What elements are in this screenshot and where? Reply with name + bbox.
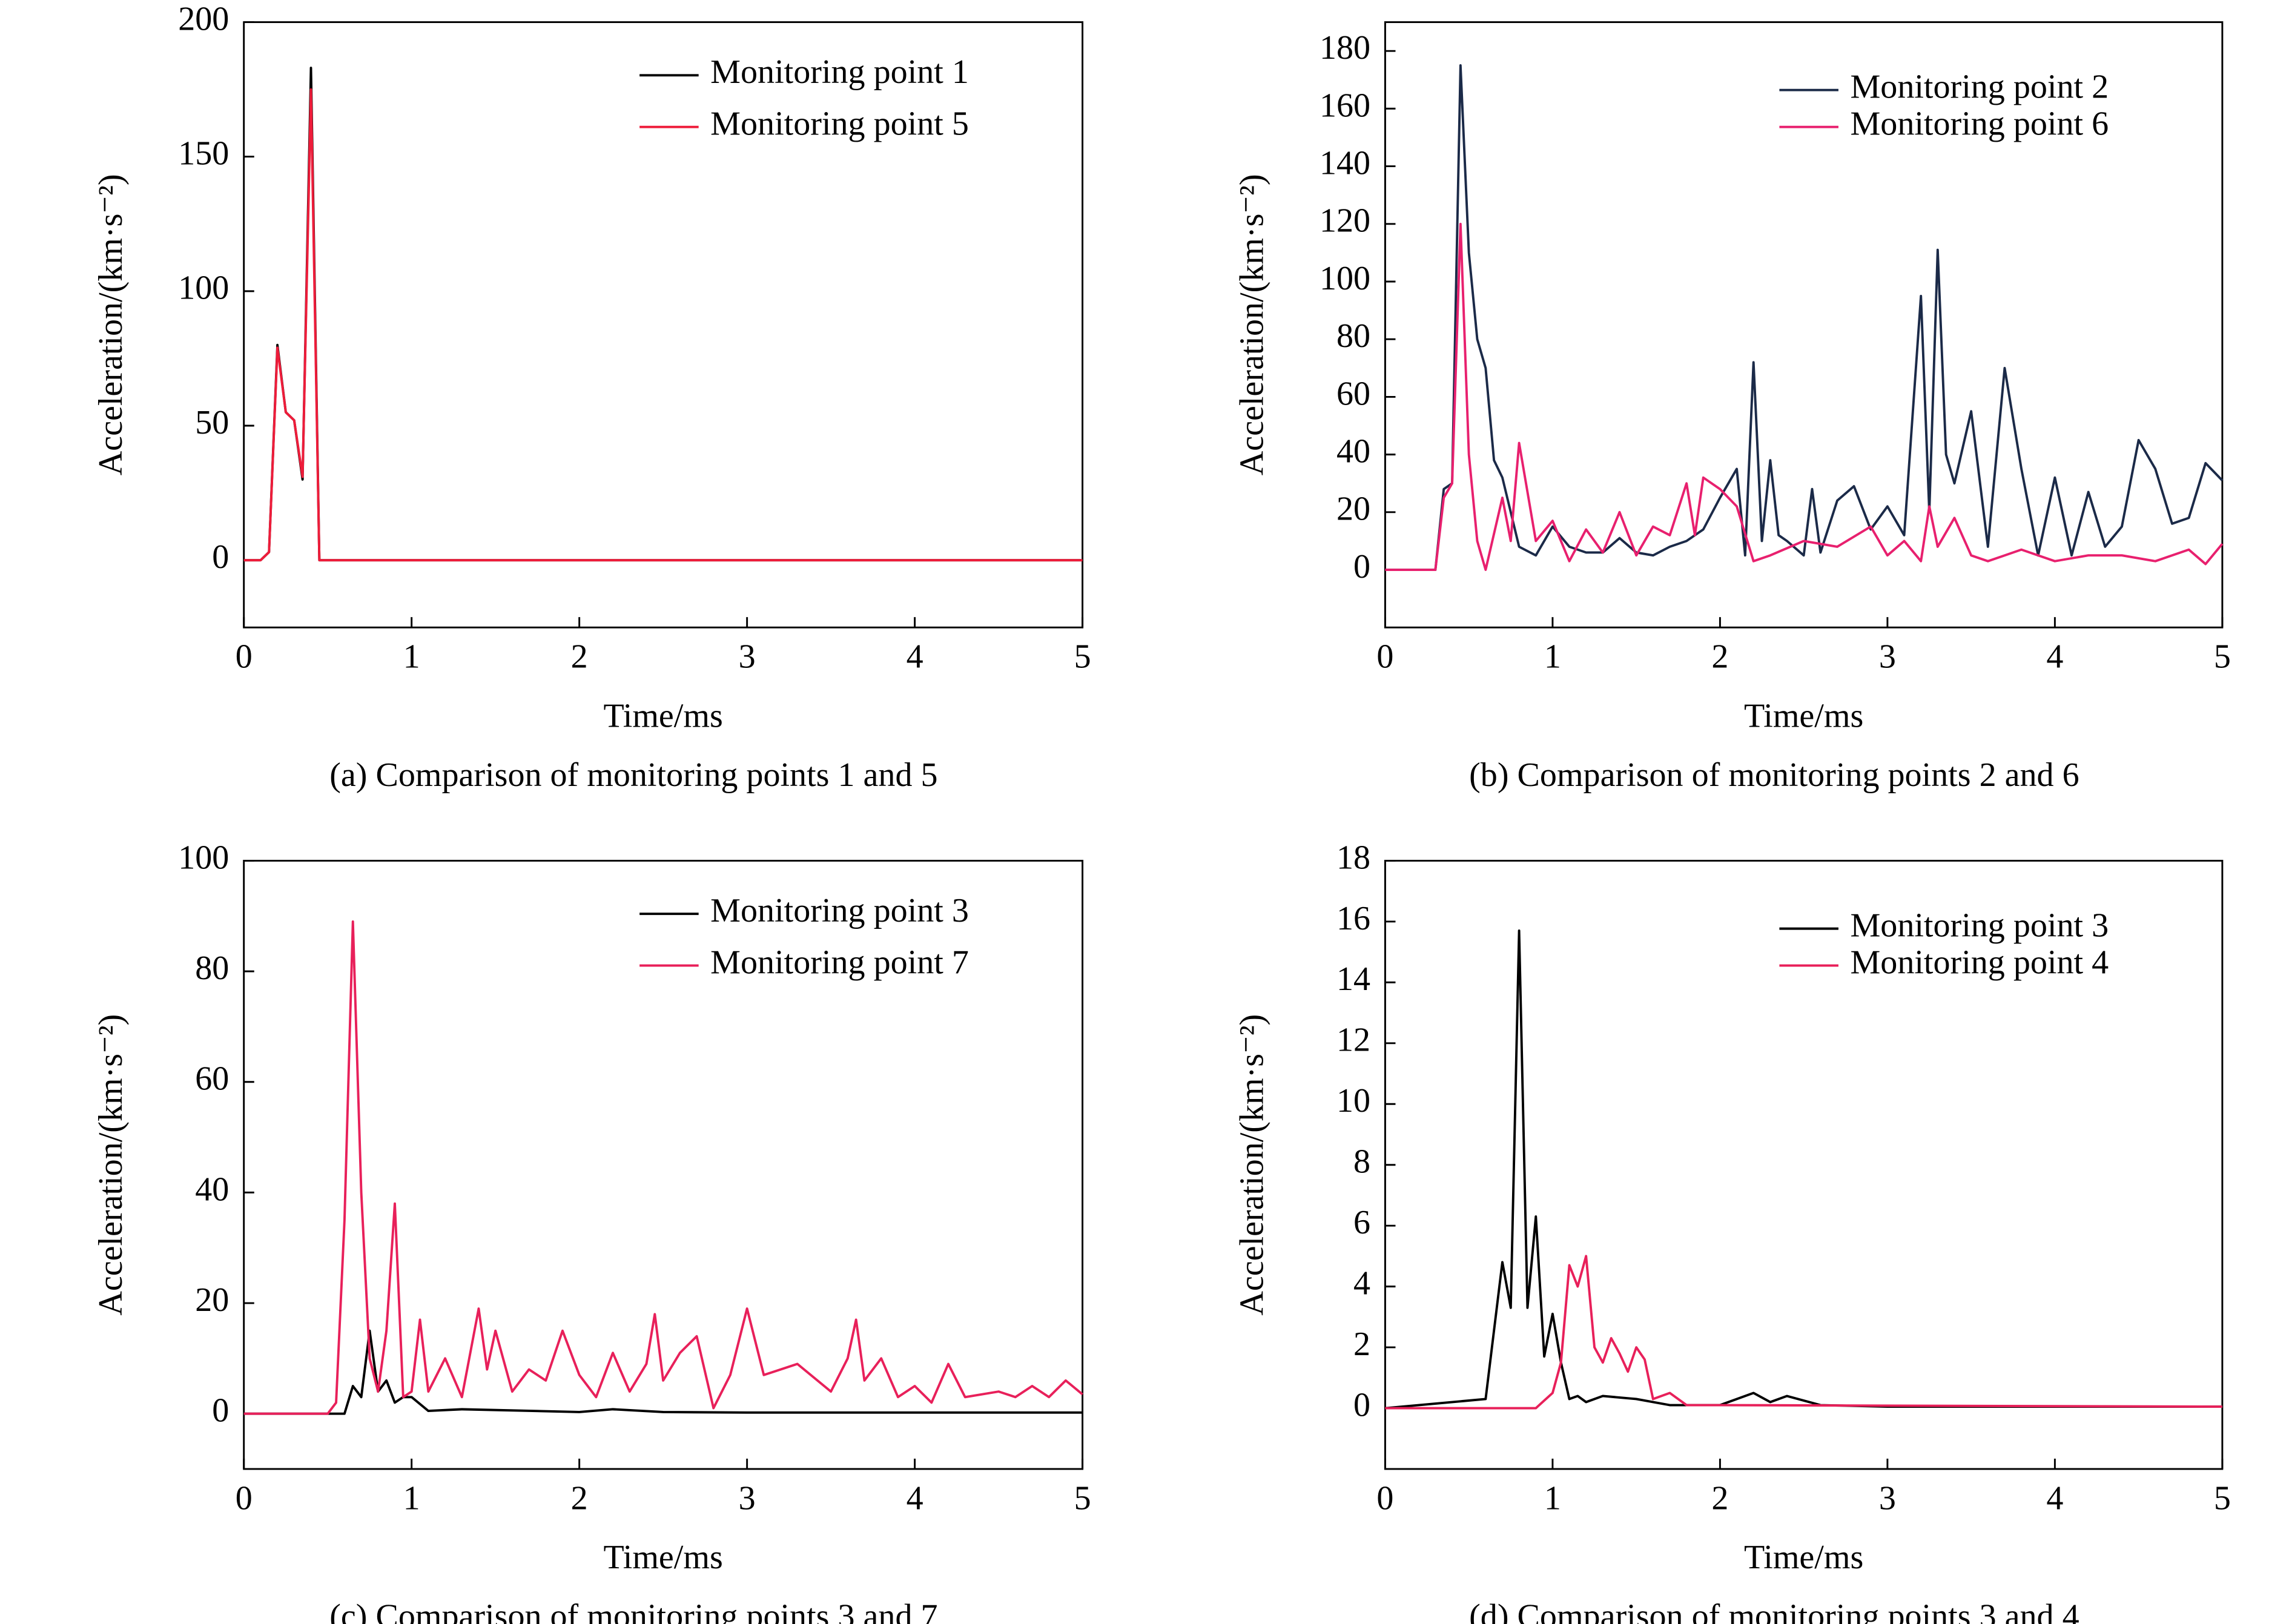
x-tick-label: 3 — [739, 638, 756, 676]
y-tick-label: 18 — [1336, 839, 1370, 876]
y-axis-label: Acceleration/(km·s⁻²) — [92, 174, 130, 475]
y-tick-label: 50 — [195, 404, 229, 441]
x-tick-label: 5 — [2214, 1480, 2231, 1517]
x-tick-label: 4 — [907, 638, 923, 676]
y-tick-label: 8 — [1353, 1143, 1370, 1181]
y-tick-label: 80 — [1336, 317, 1370, 355]
y-tick-label: 4 — [1353, 1265, 1370, 1302]
x-tick-label: 0 — [1376, 1480, 1393, 1517]
y-tick-label: 2 — [1353, 1325, 1370, 1363]
x-tick-label: 4 — [907, 1480, 923, 1517]
legend-label: Monitoring point 2 — [1850, 68, 2109, 106]
plot-frame — [243, 859, 1084, 1470]
x-tick-label: 2 — [571, 638, 588, 676]
y-tick-label: 60 — [1336, 375, 1370, 412]
series-line — [1385, 929, 2222, 1410]
caption: (c) Comparison of monitoring points 3 an… — [329, 1598, 937, 1624]
series-line — [243, 920, 1083, 1415]
y-tick-label: 140 — [1320, 144, 1370, 182]
x-tick-label: 1 — [1544, 1480, 1561, 1517]
x-tick-label: 1 — [403, 1480, 420, 1517]
x-axis-label: Time/ms — [603, 1539, 722, 1576]
y-tick-label: 6 — [1353, 1204, 1370, 1241]
x-tick-label: 1 — [403, 638, 420, 676]
series-line — [1385, 64, 2224, 571]
x-axis-label: Time/ms — [603, 697, 722, 734]
y-tick-label: 40 — [1336, 432, 1370, 470]
panel: 0 1 2 3 4 5024681012141618Time/msAcceleration… — [1234, 839, 2231, 1624]
x-tick-label: 5 — [1074, 1480, 1091, 1517]
y-tick-label: 120 — [1320, 202, 1370, 240]
legend-label: Monitoring point 6 — [1850, 105, 2109, 143]
y-tick-label: 0 — [212, 1392, 229, 1430]
y-tick-label: 80 — [195, 949, 229, 987]
y-tick-label: 160 — [1320, 87, 1370, 124]
x-tick-label: 0 — [236, 1480, 253, 1517]
y-axis-label: Acceleration/(km·s⁻²) — [92, 1014, 130, 1316]
x-tick-label: 4 — [2046, 638, 2063, 676]
panel: 0 1 2 3 4 5 0 20 40 60 80 100 120 140 160 180 Time/ms Acc… — [1234, 21, 2231, 794]
y-tick-label: 40 — [195, 1170, 229, 1208]
legend-label: Monitoring point 3 — [1850, 906, 2109, 944]
series-line — [243, 88, 1083, 562]
x-tick-label: 3 — [1879, 1480, 1896, 1517]
x-tick-label: 4 — [2046, 1480, 2063, 1517]
y-tick-label: 12 — [1336, 1022, 1370, 1059]
y-axis-label: Acceleration/(km·s⁻²) — [1234, 1014, 1271, 1316]
legend-label: Monitoring point 1 — [710, 53, 969, 91]
plot-frame — [1384, 21, 2224, 629]
x-tick-label: 3 — [1879, 638, 1896, 676]
x-tick-label: 1 — [1544, 638, 1561, 676]
x-axis-label: Time/ms — [1744, 1539, 1863, 1576]
x-tick-label: 3 — [739, 1480, 756, 1517]
x-tick-label: 0 — [236, 638, 253, 676]
legend-label: Monitoring point 5 — [710, 105, 969, 143]
y-tick-label: 180 — [1320, 29, 1370, 67]
x-tick-label: 5 — [2214, 638, 2231, 676]
panel: 0 1 2 3 4 5050100150200Time/msAcceleration/(k… — [92, 0, 1091, 793]
y-tick-label: 0 — [1353, 1386, 1370, 1424]
series-line — [1385, 222, 2224, 571]
x-tick-label: 0 — [1376, 638, 1393, 676]
y-tick-label: 200 — [178, 0, 229, 38]
x-tick-label: 2 — [1711, 638, 1728, 676]
y-tick-label: 14 — [1336, 960, 1370, 998]
x-tick-label: 2 — [1711, 1480, 1728, 1517]
y-tick-label: 100 — [178, 269, 229, 307]
y-tick-label: 10 — [1336, 1082, 1370, 1120]
legend-label: Monitoring point 3 — [710, 892, 969, 929]
legend-label: Monitoring point 4 — [1850, 943, 2109, 981]
y-tick-label: 100 — [1320, 260, 1370, 297]
x-tick-label: 2 — [571, 1480, 588, 1517]
caption: (a) Comparison of monitoring points 1 an… — [329, 756, 937, 794]
y-tick-label: 0 — [1353, 548, 1370, 586]
y-tick-label: 20 — [1336, 490, 1370, 528]
x-axis-label: Time/ms — [1744, 697, 1863, 734]
y-tick-label: 60 — [195, 1060, 229, 1098]
plot-frame — [243, 21, 1084, 629]
y-tick-label: 100 — [178, 839, 229, 876]
y-tick-label: 20 — [195, 1281, 229, 1319]
legend-label: Monitoring point 7 — [710, 943, 969, 981]
y-tick-label: 150 — [178, 135, 229, 173]
series-line — [1385, 1255, 2222, 1410]
y-tick-label: 16 — [1336, 900, 1370, 937]
y-axis-label: Acceleration/(km·s⁻²) — [1234, 174, 1271, 475]
panel: 0 1 2 3 4 5 0 20 40 60 80 100 Time/ms Acceleration/(k… — [92, 839, 1091, 1624]
y-tick-label: 0 — [212, 538, 229, 576]
caption: (b) Comparison of monitoring points 2 an… — [1469, 756, 2079, 794]
caption: (d) Comparison of monitoring points 3 an… — [1469, 1598, 2079, 1624]
x-tick-label: 5 — [1074, 638, 1091, 676]
